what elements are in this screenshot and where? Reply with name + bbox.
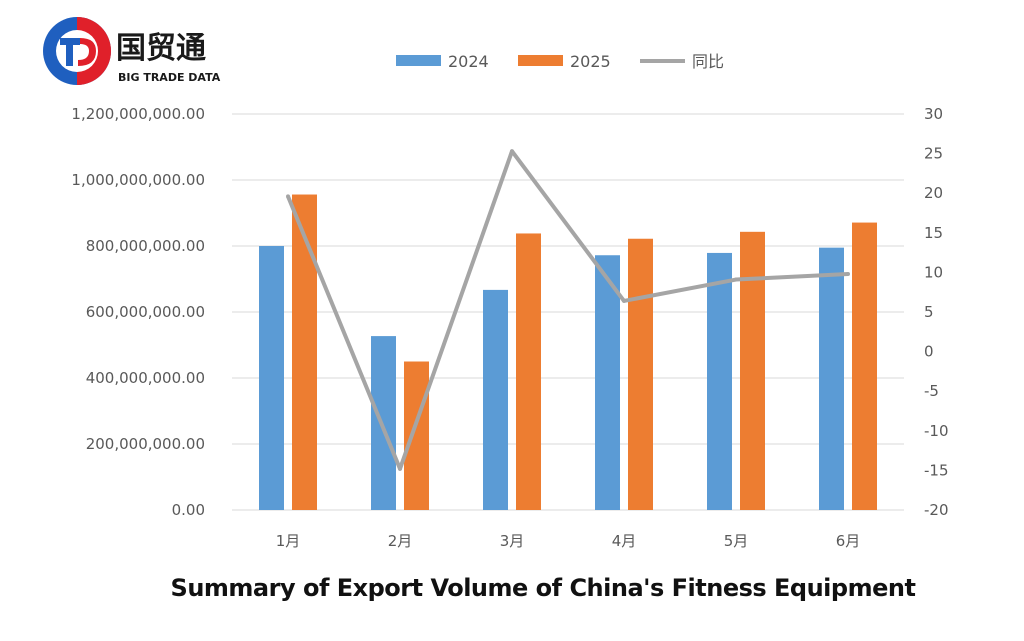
bar-2025-3 [516,233,541,510]
right-tick-label: -15 [924,461,949,479]
yoy-point-2 [398,466,402,471]
bar-2024-2 [371,336,396,510]
bar-2024-4 [595,255,620,510]
right-axis-ticks: -20 -15 -10 -5 0 5 10 15 20 25 30 [924,105,949,519]
bar-2025-1 [292,194,317,510]
left-tick-label: 400,000,000.00 [86,369,205,387]
legend-label-2025: 2025 [570,52,611,71]
right-tick-label: 25 [924,145,943,163]
left-tick-label: 600,000,000.00 [86,303,205,321]
right-tick-label: 5 [924,303,934,321]
bar-2025-2 [404,361,429,510]
yoy-point-3 [510,149,514,154]
right-tick-label: -20 [924,501,949,519]
yoy-line [286,149,849,471]
right-tick-label: 20 [924,184,943,202]
yoy-point-1 [286,194,290,199]
x-tick-label: 5月 [724,532,749,550]
bar-2024-3 [483,289,508,510]
x-axis-ticks: 1月 2月 3月 4月 5月 6月 [276,532,861,550]
bar-2025-5 [740,231,765,510]
yoy-point-5 [734,277,738,282]
legend: 2024 2025 同比 [396,52,724,71]
x-tick-label: 3月 [500,532,525,550]
right-tick-label: 30 [924,105,943,123]
left-tick-label: 0.00 [172,501,205,519]
legend-swatch-2024 [396,55,441,66]
chart-caption: Summary of Export Volume of China's Fitn… [171,574,916,602]
brand-name-cn: 国贸通 [116,31,206,66]
bar-2024-1 [259,246,284,510]
x-tick-label: 4月 [612,532,637,550]
left-tick-label: 800,000,000.00 [86,237,205,255]
bar-2024-6 [819,247,844,510]
left-tick-label: 1,200,000,000.00 [71,105,205,123]
brand-name-en: BIG TRADE DATA [118,71,221,84]
yoy-point-4 [622,298,626,303]
right-tick-label: -5 [924,382,939,400]
x-tick-label: 6月 [836,532,861,550]
bar-2024-5 [707,252,732,510]
legend-label-yoy: 同比 [692,52,724,71]
right-tick-label: 0 [924,343,934,361]
x-tick-label: 2月 [388,532,413,550]
left-axis-ticks: 0.00 200,000,000.00 400,000,000.00 600,000,… [71,105,205,519]
x-tick-label: 1月 [276,532,301,550]
yoy-line-layer [286,149,850,471]
left-tick-label: 200,000,000.00 [86,435,205,453]
legend-label-2024: 2024 [448,52,489,71]
gridlines [232,113,904,511]
left-tick-label: 1,000,000,000.00 [71,171,205,189]
yoy-point-6 [846,271,850,276]
right-tick-label: 10 [924,263,943,281]
logo-mark-icon [43,17,111,85]
bar-2025-4 [628,238,653,511]
brand-logo: 国贸通 BIG TRADE DATA [43,17,221,85]
legend-swatch-2025 [518,55,563,66]
right-tick-label: 15 [924,224,943,242]
right-tick-label: -10 [924,422,949,440]
bar-2025-6 [852,222,877,510]
